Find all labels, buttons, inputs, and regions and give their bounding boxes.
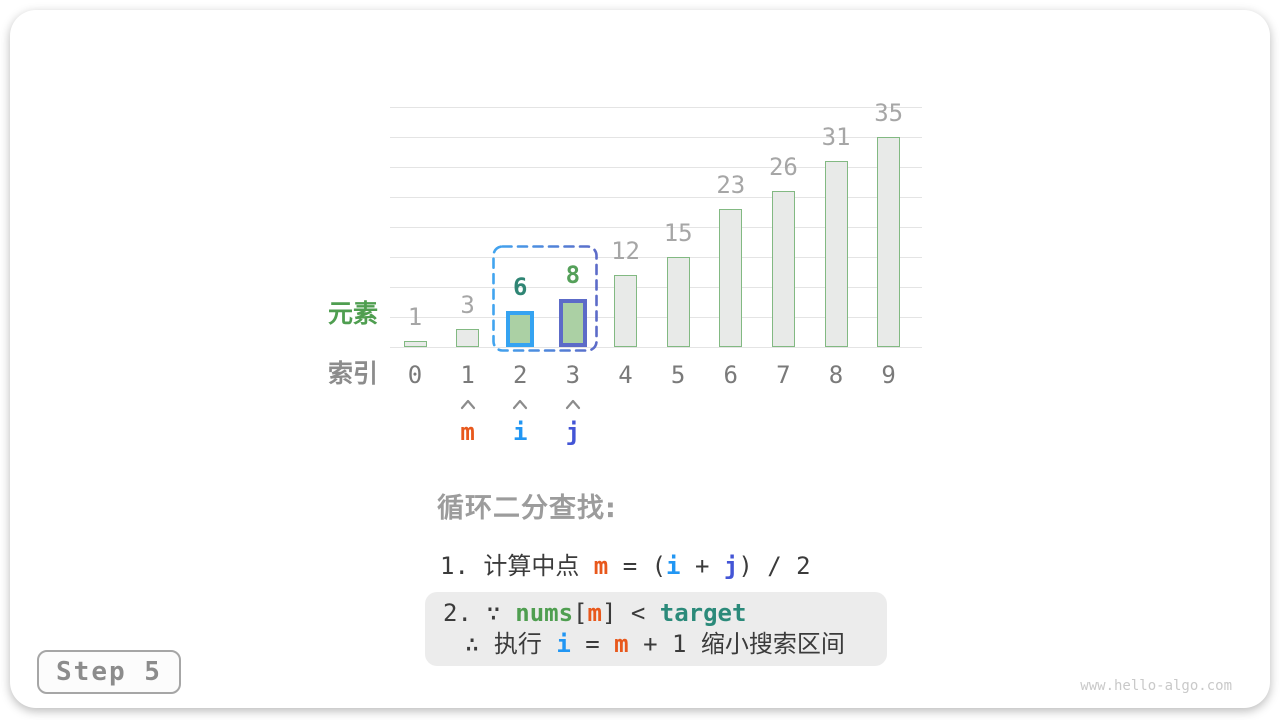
- bar-value-label: 23: [716, 171, 746, 199]
- text-segment-m: m: [593, 552, 609, 580]
- explanation-heading: 循环二分查找:: [437, 493, 617, 524]
- pointer-label-j: j: [565, 418, 581, 446]
- index-label: 3: [565, 361, 581, 389]
- text-segment-plain: + 1 缩小搜索区间: [628, 630, 845, 658]
- text-segment-nums: nums: [515, 599, 574, 627]
- pointer-label-m: m: [460, 418, 475, 446]
- text-segment-m: m: [614, 630, 629, 658]
- explanation-highlight-box: 2. ∵ nums[m] < target ∴ 执行 i = m + 1 缩小搜…: [425, 592, 887, 666]
- pointer-label-i: i: [513, 418, 528, 446]
- up-caret-icon: [459, 395, 477, 410]
- selection-range-box: [492, 245, 598, 352]
- text-segment-plain: [: [573, 599, 588, 627]
- index-label: 2: [513, 361, 528, 389]
- index-label: 4: [618, 361, 633, 389]
- text-segment-i: i: [666, 552, 681, 580]
- watermark: www.hello-algo.com: [1080, 678, 1232, 694]
- text-segment-plain: ) / 2: [738, 552, 811, 580]
- bar-index-4: [614, 275, 638, 347]
- chart-gridline: [390, 167, 922, 168]
- bar-index-6: [719, 209, 743, 347]
- step-badge: Step 5: [37, 650, 181, 694]
- chart-gridline: [390, 197, 922, 198]
- chart-gridline: [390, 347, 922, 348]
- index-label: 1: [460, 361, 475, 389]
- bar-index-0: [403, 341, 427, 347]
- chart-gridline: [390, 287, 922, 288]
- bar-index-9: [877, 137, 901, 347]
- bar-index-8: [824, 161, 848, 347]
- text-segment-plain: ∴ 执行: [465, 630, 557, 658]
- bar-index-5: [666, 257, 690, 347]
- text-segment-plain: 2. ∵: [443, 599, 516, 627]
- text-segment-plain: =: [570, 630, 615, 658]
- text-segment-i: i: [556, 630, 571, 658]
- bar-value-label: 3: [460, 291, 475, 319]
- bar-value-label: 35: [874, 99, 904, 127]
- text-segment-plain: ] <: [601, 599, 660, 627]
- figure-card: [10, 10, 1270, 708]
- y-axis-label: 元素: [327, 299, 378, 328]
- bar-value-label: 6: [513, 273, 528, 301]
- bar-index-1: [456, 329, 480, 347]
- text-segment-plain: = (: [608, 552, 667, 580]
- bar-index-2: [506, 311, 535, 347]
- index-label: 6: [723, 361, 738, 389]
- text-segment-j: j: [723, 552, 739, 580]
- text-segment-m: m: [587, 599, 602, 627]
- chart-gridline: [390, 107, 922, 108]
- bar-value-label: 1: [407, 303, 423, 331]
- bar-value-label: 15: [663, 219, 693, 247]
- explanation-line-2b: ∴ 执行 i = m + 1 缩小搜索区间: [465, 629, 887, 660]
- index-label: 0: [407, 361, 423, 389]
- chart-gridline: [390, 227, 922, 228]
- explanation-line-2a: 2. ∵ nums[m] < target: [443, 598, 887, 629]
- bar-value-label: 12: [611, 237, 640, 265]
- index-label: 5: [670, 361, 686, 389]
- chart-gridline: [390, 137, 922, 138]
- index-label: 7: [776, 361, 791, 389]
- bar-value-label: 8: [565, 261, 581, 289]
- up-caret-icon: [511, 395, 529, 410]
- text-segment-target: target: [659, 599, 747, 627]
- bar-index-3: [558, 299, 587, 347]
- up-caret-icon: [564, 395, 582, 410]
- explanation-line-1: 1. 计算中点 m = (i + j) / 2: [440, 551, 811, 582]
- text-segment-plain: +: [680, 552, 724, 580]
- bar-value-label: 31: [821, 123, 851, 151]
- bar-chart: 1 0 3 1 6 2 8 3 12 4 15 5 23 6 26 7 31 8 35 9 m i j: [390, 99, 922, 446]
- x-axis-label: 索引: [327, 359, 378, 388]
- index-label: 9: [881, 361, 896, 389]
- bar-value-label: 26: [768, 153, 798, 181]
- index-label: 8: [828, 361, 844, 389]
- bar-index-7: [771, 191, 795, 347]
- chart-gridline: [390, 257, 922, 258]
- chart-gridline: [390, 317, 922, 318]
- text-segment-plain: 1. 计算中点: [440, 552, 594, 580]
